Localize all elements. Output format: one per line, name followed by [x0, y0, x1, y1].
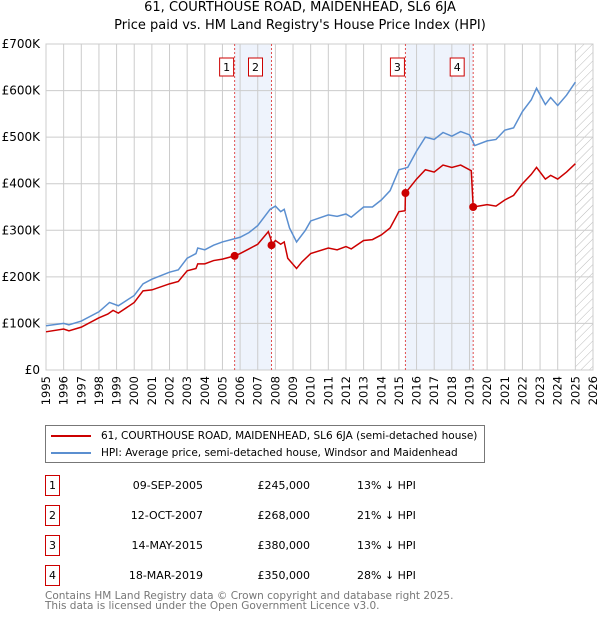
- y-tick-label: £300K: [2, 223, 42, 237]
- y-tick-label: £200K: [2, 270, 42, 284]
- x-tick-label: 2013: [357, 376, 371, 405]
- property-price-line: [45, 163, 576, 333]
- sale-price: £380,000: [257, 539, 311, 552]
- x-tick-label: 2017: [427, 376, 441, 405]
- x-tick-label: 1997: [74, 376, 88, 405]
- sale-label: 3: [394, 61, 401, 74]
- sale-hpi-diff: 21% ↓ HPI: [357, 509, 416, 522]
- chart-title: 61, COURTHOUSE ROAD, MAIDENHEAD, SL6 6JA: [144, 0, 456, 15]
- sale-label-box: [389, 57, 405, 77]
- legend-item-property: 61, COURTHOUSE ROAD, MAIDENHEAD, SL6 6JA…: [51, 430, 477, 442]
- x-tick-label: 1995: [39, 376, 53, 405]
- sale-price: £268,000: [257, 509, 311, 522]
- footer-licence: This data is licensed under the Open Gov…: [45, 600, 380, 612]
- chart-subtitle: Price paid vs. HM Land Registry's House …: [114, 18, 486, 33]
- x-tick-label: 1996: [57, 376, 71, 405]
- sale-point: [267, 241, 276, 250]
- x-tick-label: 2003: [180, 376, 194, 405]
- x-tick-label: 2025: [568, 376, 582, 405]
- x-tick-label: 2020: [480, 376, 494, 405]
- x-tick-label: 2015: [392, 376, 406, 405]
- y-tick-label: £700K: [2, 37, 42, 51]
- x-tick-label: 2009: [286, 376, 300, 405]
- x-tick-label: 2021: [498, 376, 512, 405]
- x-tick-label: 2024: [551, 376, 565, 405]
- x-tick-label: 2014: [374, 376, 388, 405]
- sale-number-marker: 2: [45, 505, 60, 526]
- x-tick-label: 2022: [515, 376, 529, 405]
- y-tick-label: £600K: [2, 84, 42, 98]
- sale-point: [469, 203, 478, 211]
- sale-price: £245,000: [257, 479, 311, 492]
- sale-point: [401, 189, 410, 198]
- sale-label: 1: [223, 61, 230, 74]
- y-tick-label: £100K: [2, 316, 42, 330]
- sale-label: 4: [454, 61, 461, 74]
- y-tick-label: £500K: [2, 130, 42, 144]
- x-tick-label: 2026: [586, 376, 600, 405]
- x-tick-label: 2006: [233, 376, 247, 405]
- legend-label: HPI: Average price, semi-detached house,…: [101, 447, 458, 459]
- sale-number-marker: 4: [45, 565, 60, 586]
- x-tick-label: 2010: [304, 376, 318, 405]
- x-tick-label: 2008: [268, 376, 282, 405]
- sale-date: 09-SEP-2005: [132, 479, 203, 492]
- x-tick-label: 2019: [462, 376, 476, 405]
- sale-label-box: [219, 57, 235, 77]
- y-tick-label: £0: [25, 363, 40, 377]
- legend-swatch: [51, 452, 91, 454]
- line-chart: 1995 1996 1997 1998 1999 2000 2001 2002 2003 2004…: [2, 37, 600, 405]
- sale-label-box: [449, 57, 465, 77]
- legend-swatch: [51, 435, 91, 437]
- x-tick-label: 2005: [215, 376, 229, 405]
- sale-number-marker: 1: [45, 475, 60, 496]
- plot-border: [45, 43, 594, 371]
- x-tick-label: 2000: [127, 376, 141, 405]
- sale-price: £350,000: [257, 569, 311, 582]
- x-tick-label: 2007: [251, 376, 265, 405]
- sale-label-box: [248, 57, 264, 77]
- legend: 61, COURTHOUSE ROAD, MAIDENHEAD, SL6 6JA…: [45, 425, 485, 463]
- sale-hpi-diff: 28% ↓ HPI: [357, 569, 416, 582]
- shaded-span: [405, 44, 474, 370]
- x-tick-label: 2001: [145, 376, 159, 405]
- forecast-hatch: [575, 44, 593, 370]
- sale-date: 18-MAR-2019: [128, 569, 203, 582]
- sale-date: 12-OCT-2007: [130, 509, 203, 522]
- sale-number-marker: 3: [45, 535, 60, 556]
- x-tick-label: 2002: [163, 376, 177, 405]
- x-tick-label: 2016: [410, 376, 424, 405]
- legend-label: 61, COURTHOUSE ROAD, MAIDENHEAD, SL6 6JA…: [101, 430, 478, 442]
- x-tick-label: 2023: [533, 376, 547, 405]
- x-tick-label: 2018: [445, 376, 459, 405]
- sale-hpi-diff: 13% ↓ HPI: [357, 539, 416, 552]
- x-tick-label: 2011: [321, 376, 335, 405]
- hpi-line: [45, 81, 576, 327]
- sale-date: 14-MAY-2015: [131, 539, 203, 552]
- shaded-span: [234, 44, 272, 370]
- y-tick-label: £400K: [2, 177, 42, 191]
- legend-item-hpi: HPI: Average price, semi-detached house,…: [51, 447, 458, 459]
- sale-label: 2: [252, 61, 259, 74]
- footer-copyright: Contains HM Land Registry data © Crown c…: [45, 590, 454, 602]
- x-tick-label: 2012: [339, 376, 353, 405]
- x-tick-label: 2004: [198, 376, 212, 405]
- sale-hpi-diff: 13% ↓ HPI: [357, 479, 416, 492]
- sale-point: [230, 251, 239, 260]
- x-tick-label: 1998: [92, 376, 106, 405]
- x-tick-label: 1999: [110, 376, 124, 405]
